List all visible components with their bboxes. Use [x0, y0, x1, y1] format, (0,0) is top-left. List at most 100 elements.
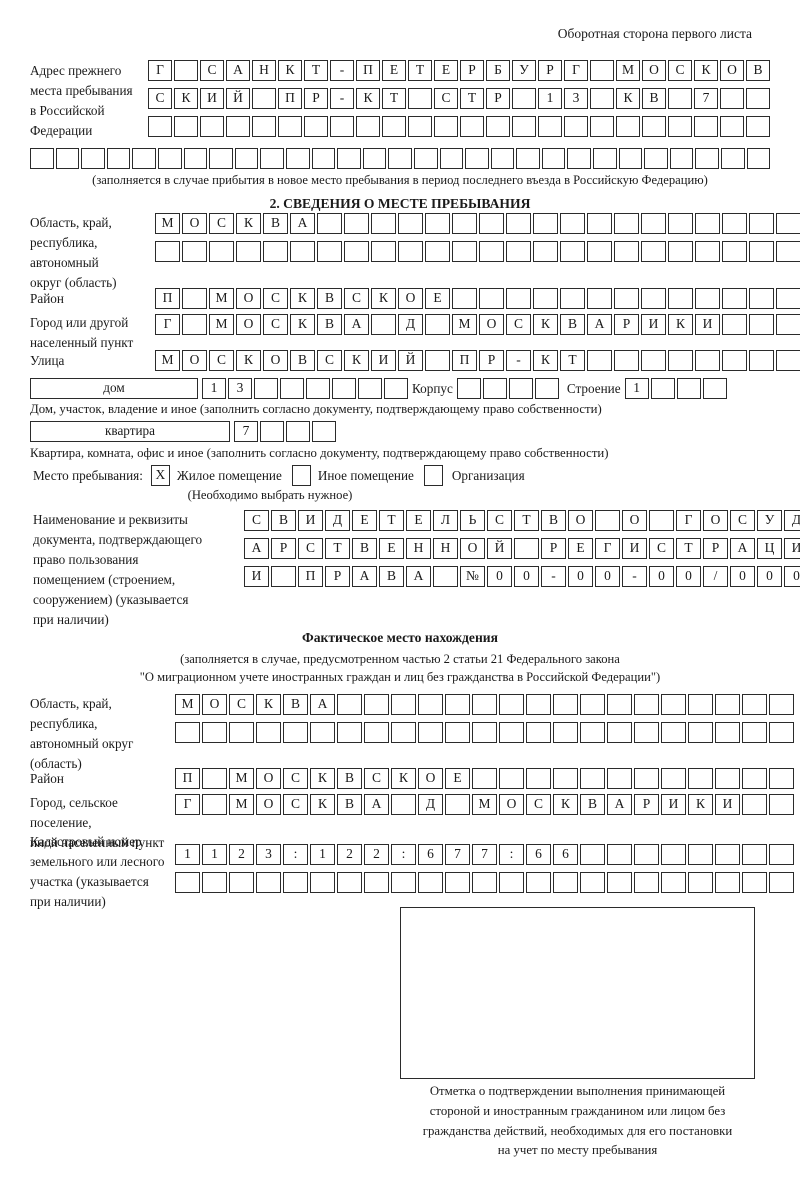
house-number-cells-1[interactable]: 1	[202, 378, 226, 399]
document-cells-row-2-3[interactable]: С	[298, 538, 323, 559]
previous-address-row-2-6[interactable]: П	[278, 88, 302, 109]
section2-street-cells-15[interactable]: К	[533, 350, 558, 371]
section3-region-cells-row-1-10[interactable]	[418, 694, 443, 715]
document-cells-row-2-8[interactable]: Н	[433, 538, 458, 559]
section3-region-cells-row-2-11[interactable]	[445, 722, 470, 743]
section3-district-cells-23[interactable]	[769, 768, 794, 789]
section2-district-cells-18[interactable]	[614, 288, 639, 309]
section2-street-cells-14[interactable]: -	[506, 350, 531, 371]
flat-number-cells-4[interactable]	[312, 421, 336, 442]
section3-region-cells-row-1-1[interactable]: М	[175, 694, 200, 715]
previous-address-row-1-19[interactable]: М	[616, 60, 640, 81]
section2-district-cells-3[interactable]: М	[209, 288, 234, 309]
previous-address-row-1-11[interactable]: Т	[408, 60, 432, 81]
section3-city-cells-15[interactable]: К	[553, 794, 578, 815]
previous-address-row-2-4[interactable]: Й	[226, 88, 250, 109]
previous-address-row-2-1[interactable]: С	[148, 88, 172, 109]
section2-region-cells-row-1-20[interactable]	[668, 213, 693, 234]
section2-city-cells-19[interactable]: И	[641, 314, 666, 335]
section2-city-cells-2[interactable]	[182, 314, 207, 335]
cadastre-cells-row-2-16[interactable]	[580, 872, 605, 893]
section3-region-cells-row-1-21[interactable]	[715, 694, 740, 715]
section3-region-cells-row-1-2[interactable]: О	[202, 694, 227, 715]
document-cells-row-3-18[interactable]: /	[703, 566, 728, 587]
document-cells-row-2-2[interactable]: Р	[271, 538, 296, 559]
section2-district-cells-9[interactable]: К	[371, 288, 396, 309]
previous-address-row-3-24[interactable]	[746, 116, 770, 137]
previous-address-row-2-23[interactable]	[720, 88, 744, 109]
section2-region-cells-row-1-2[interactable]: О	[182, 213, 207, 234]
section3-district-cells-3[interactable]: М	[229, 768, 254, 789]
previous-address-row-2-11[interactable]	[408, 88, 432, 109]
section2-region-cells-row-2-22[interactable]	[722, 241, 747, 262]
section3-district-cells-18[interactable]	[634, 768, 659, 789]
section3-district-cells-10[interactable]: О	[418, 768, 443, 789]
document-cells-row-2-1[interactable]: А	[244, 538, 269, 559]
section3-region-cells-row-2-6[interactable]	[310, 722, 335, 743]
document-cells-row-3-8[interactable]	[433, 566, 458, 587]
section3-region-cells-row-1-3[interactable]: С	[229, 694, 254, 715]
document-cells-row-1-18[interactable]: О	[703, 510, 728, 531]
section2-district-cells-11[interactable]: Е	[425, 288, 450, 309]
previous-address-row-4-12[interactable]	[311, 148, 336, 170]
section2-region-cells-row-2-24[interactable]	[776, 241, 800, 262]
previous-address-row-3-19[interactable]	[616, 116, 640, 137]
previous-address-row-2-2[interactable]: К	[174, 88, 198, 109]
document-cells-row-2-13[interactable]: Е	[568, 538, 593, 559]
section3-region-cells-row-2-12[interactable]	[472, 722, 497, 743]
document-cells-row-3-1[interactable]: И	[244, 566, 269, 587]
previous-address-row-3-6[interactable]	[278, 116, 302, 137]
section3-region-cells-row-1-13[interactable]	[499, 694, 524, 715]
section2-city-cells-23[interactable]	[749, 314, 774, 335]
document-cells-row-1-13[interactable]: О	[568, 510, 593, 531]
previous-address-row-4-7[interactable]	[183, 148, 208, 170]
korpus-cells-2[interactable]	[482, 378, 507, 399]
previous-address-row-4-19[interactable]	[490, 148, 515, 170]
document-cells-row-3-13[interactable]: 0	[568, 566, 593, 587]
section3-district-cells-13[interactable]	[499, 768, 524, 789]
document-cells-row-1-21[interactable]: Д	[784, 510, 800, 531]
korpus-cells-3[interactable]	[508, 378, 533, 399]
house-number-cells-8[interactable]	[384, 378, 408, 399]
section3-district-cells-15[interactable]	[553, 768, 578, 789]
cadastre-cells-row-2-8[interactable]	[364, 872, 389, 893]
previous-address-row-3-9[interactable]	[356, 116, 380, 137]
document-cells-row-2-16[interactable]: С	[649, 538, 674, 559]
section2-city-cells-13[interactable]: О	[479, 314, 504, 335]
document-cells-row-3-11[interactable]: 0	[514, 566, 539, 587]
section2-region-cells-row-2-8[interactable]	[344, 241, 369, 262]
cadastre-cells-row-1-18[interactable]	[634, 844, 659, 865]
previous-address-row-1-14[interactable]: Б	[486, 60, 510, 81]
previous-address-row-1-4[interactable]: А	[226, 60, 250, 81]
section2-region-cells-row-2-4[interactable]	[236, 241, 261, 262]
cadastre-cells-row-1-17[interactable]	[607, 844, 632, 865]
cadastre-cells-row-2-20[interactable]	[688, 872, 713, 893]
section3-city-cells-23[interactable]	[769, 794, 794, 815]
previous-address-row-1-1[interactable]: Г	[148, 60, 172, 81]
section3-region-cells-row-1-9[interactable]	[391, 694, 416, 715]
previous-address-row-4-22[interactable]	[567, 148, 592, 170]
section2-city-cells-24[interactable]	[776, 314, 800, 335]
section3-region-cells-row-1-7[interactable]	[337, 694, 362, 715]
section2-region-cells-row-2-23[interactable]	[749, 241, 774, 262]
document-cells-row-1-4[interactable]: Д	[325, 510, 350, 531]
section3-region-cells-row-2-14[interactable]	[526, 722, 551, 743]
document-cells-row-3-12[interactable]: -	[541, 566, 566, 587]
document-cells-row-2-7[interactable]: Н	[406, 538, 431, 559]
section2-district-cells-7[interactable]: В	[317, 288, 342, 309]
previous-address-row-3-4[interactable]	[226, 116, 250, 137]
stroenie-cells-4[interactable]	[702, 378, 727, 399]
section2-city-cells-17[interactable]: А	[587, 314, 612, 335]
cadastre-cells-row-1-10[interactable]: 6	[418, 844, 443, 865]
previous-address-row-4-1[interactable]	[30, 148, 54, 170]
document-cells-row-3-4[interactable]: Р	[325, 566, 350, 587]
document-cells-row-1-8[interactable]: Л	[433, 510, 458, 531]
section2-street-cells-11[interactable]	[425, 350, 450, 371]
section2-street-cells-13[interactable]: Р	[479, 350, 504, 371]
previous-address-row-3-11[interactable]	[408, 116, 432, 137]
cadastre-cells-row-1-21[interactable]	[715, 844, 740, 865]
document-cells-row-2-17[interactable]: Т	[676, 538, 701, 559]
cadastre-cells-row-2-5[interactable]	[283, 872, 308, 893]
section2-region-cells-row-1-21[interactable]	[695, 213, 720, 234]
